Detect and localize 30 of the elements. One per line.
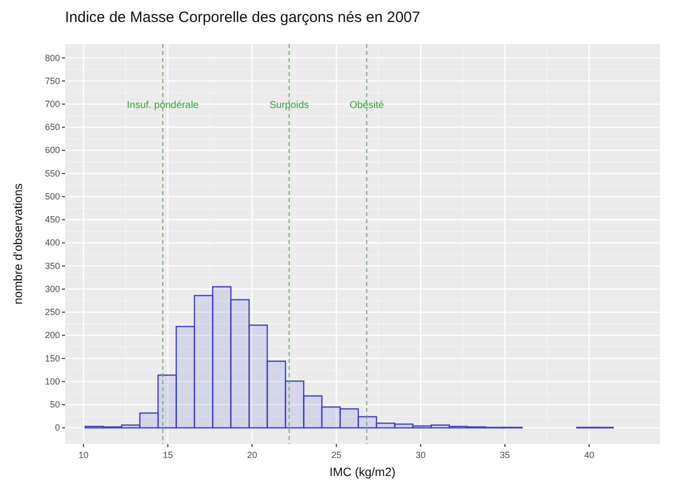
y-tick-label: 700 xyxy=(44,98,60,109)
x-tick-label: 25 xyxy=(331,450,342,460)
y-tick-label: 350 xyxy=(44,260,60,271)
y-tick-label: 400 xyxy=(44,238,60,248)
ref-line-label: Obésité xyxy=(349,100,384,112)
ref-line-label: Insuf. pondérale xyxy=(126,100,200,112)
x-tick-label: 20 xyxy=(247,450,258,460)
y-tick-label: 550 xyxy=(44,168,60,178)
y-tick-label: 600 xyxy=(44,145,60,156)
y-tick-label: 0 xyxy=(54,422,60,433)
x-axis-title: IMC (kg/m2) xyxy=(330,465,396,479)
y-tick-label: 750 xyxy=(44,76,60,86)
x-tick-label: 10 xyxy=(78,450,89,460)
y-tick-label: 800 xyxy=(44,52,60,63)
x-tick-label: 35 xyxy=(500,450,510,460)
y-tick-label: 150 xyxy=(44,353,60,364)
chart-title: Indice de Masse Corporelle des garçons nés en 2007 xyxy=(65,9,420,26)
x-tick-label: 15 xyxy=(162,450,173,460)
y-tick-label: 50 xyxy=(50,400,60,410)
y-tick-label: 250 xyxy=(44,307,60,318)
y-axis-title: nombre d'observations xyxy=(11,183,25,305)
y-tick-label: 200 xyxy=(44,330,60,340)
x-tick-label: 30 xyxy=(416,450,426,460)
ref-line-label: Surpoids xyxy=(269,100,309,112)
y-tick-label: 100 xyxy=(44,376,60,386)
y-tick-label: 650 xyxy=(44,122,60,132)
x-tick-label: 40 xyxy=(584,450,594,460)
y-tick-label: 450 xyxy=(44,214,60,225)
y-tick-label: 500 xyxy=(44,191,60,202)
y-tick-label: 300 xyxy=(44,284,60,294)
